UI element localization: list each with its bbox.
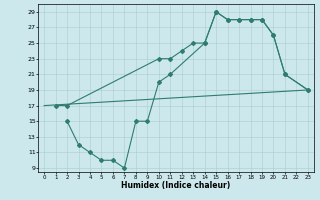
X-axis label: Humidex (Indice chaleur): Humidex (Indice chaleur) xyxy=(121,181,231,190)
